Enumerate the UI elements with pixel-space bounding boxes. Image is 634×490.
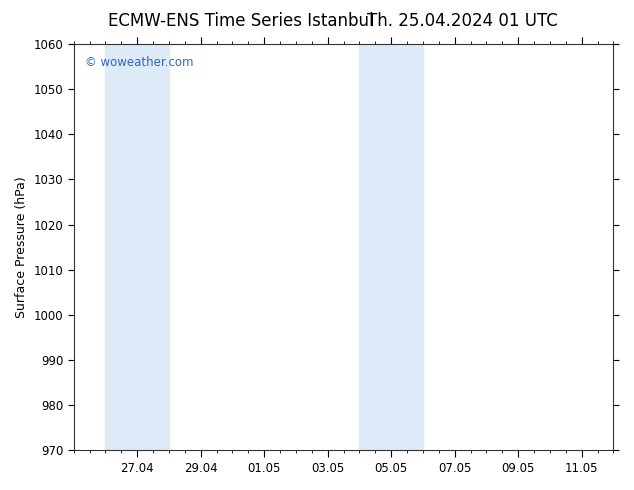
Text: Th. 25.04.2024 01 UTC: Th. 25.04.2024 01 UTC [368,12,558,30]
Bar [359,44,423,450]
Text: ECMW-ENS Time Series Istanbul: ECMW-ENS Time Series Istanbul [108,12,373,30]
Bar [105,44,169,450]
Y-axis label: Surface Pressure (hPa): Surface Pressure (hPa) [15,176,28,318]
Text: © woweather.com: © woweather.com [84,56,193,69]
